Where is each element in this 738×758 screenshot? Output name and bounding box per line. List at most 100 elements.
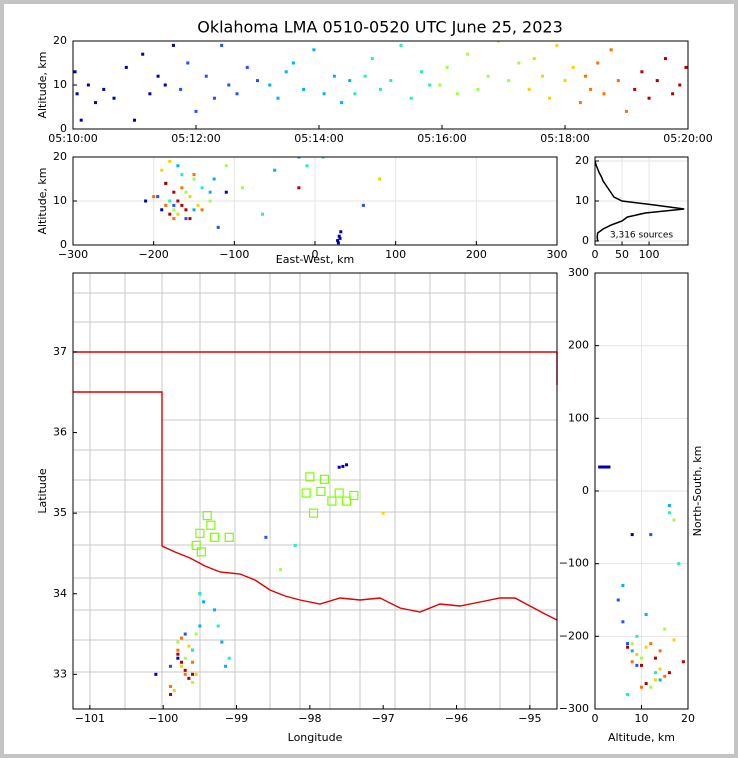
y-tick-label: 20 — [53, 150, 67, 163]
axes-frame — [72, 272, 558, 710]
source-point — [279, 568, 283, 572]
source-point — [496, 41, 500, 43]
source-point — [176, 199, 180, 203]
x-tick-label: 10 — [635, 712, 649, 725]
source-point — [584, 74, 587, 78]
source-point — [337, 234, 341, 238]
y-tick-label: 300 — [568, 266, 589, 279]
source-point — [578, 101, 582, 105]
marks — [73, 41, 688, 122]
x-tick-label: 20 — [681, 712, 695, 725]
x-tick-label: 0 — [312, 248, 319, 261]
source-point — [148, 92, 152, 96]
source-point — [667, 671, 671, 675]
source-point — [633, 87, 637, 91]
source-point — [156, 195, 160, 199]
axes-frame — [594, 272, 689, 710]
source-point — [191, 648, 195, 652]
source-point — [322, 92, 326, 96]
source-point — [176, 652, 180, 656]
source-point — [658, 678, 662, 682]
source-point — [379, 87, 382, 91]
source-point — [332, 74, 336, 78]
y-tick-label: 10 — [575, 194, 589, 207]
source-point — [171, 43, 175, 47]
source-point — [445, 65, 449, 69]
y-tick-label: 100 — [568, 411, 589, 424]
source-point — [183, 656, 187, 660]
source-point — [341, 464, 345, 468]
x-tick-label: −101 — [75, 712, 105, 725]
source-point — [635, 653, 639, 656]
y-tick-label: −300 — [559, 702, 589, 715]
source-point — [208, 190, 212, 194]
altitude-profile — [595, 160, 685, 242]
source-point — [183, 632, 187, 636]
source-point — [653, 678, 657, 682]
source-point — [245, 65, 249, 69]
source-point — [630, 533, 634, 537]
source-point — [172, 208, 176, 212]
station — [319, 474, 330, 484]
source-point — [169, 684, 173, 688]
source-point — [626, 645, 630, 649]
x-tick-label: 0 — [592, 712, 599, 725]
source-point — [102, 87, 106, 91]
source-point — [644, 682, 648, 686]
source-point — [649, 642, 653, 646]
panel: −300 −200 −100 0 100 200 300 0 10 20 East-West, km… — [36, 150, 568, 266]
source-point — [563, 79, 567, 83]
source-point — [678, 83, 682, 87]
source-point — [172, 217, 176, 221]
source-point — [345, 463, 349, 467]
source-point — [264, 535, 268, 539]
station — [308, 508, 319, 518]
source-point — [644, 613, 648, 617]
x-tick-label: 05:10:00 — [48, 132, 97, 145]
source-point — [667, 511, 671, 515]
y-tick-label: 10 — [53, 194, 67, 207]
station — [316, 486, 326, 497]
source-point — [240, 186, 244, 190]
source-point — [86, 83, 90, 87]
x-tick-label: 05:20:00 — [663, 132, 712, 145]
x-tick-label: −98 — [298, 712, 321, 725]
source-point — [180, 664, 184, 668]
source-point — [621, 620, 625, 624]
source-point — [186, 61, 190, 65]
source-point — [169, 692, 173, 696]
panel: 05:10:00 05:12:00 05:14:00 05:16:00 05:18:00… — [36, 34, 713, 145]
source-point — [571, 65, 575, 69]
source-point — [602, 92, 606, 96]
source-point — [607, 465, 611, 469]
source-point — [476, 87, 480, 91]
source-point — [540, 74, 544, 78]
source-point — [363, 74, 367, 78]
source-point — [160, 208, 164, 212]
source-point — [194, 632, 198, 636]
y-tick-label: 36 — [53, 426, 67, 439]
source-point — [180, 173, 184, 177]
x-tick-label: 05:14:00 — [294, 132, 343, 145]
source-point — [428, 83, 432, 87]
source-point — [640, 70, 644, 74]
source-point — [192, 177, 196, 181]
source-point — [655, 79, 659, 83]
y-tick-label: 20 — [53, 34, 67, 47]
y-tick-label: 35 — [53, 506, 67, 519]
source-point — [124, 65, 128, 69]
x-axis-label: Altitude, km — [608, 731, 675, 744]
source-point — [179, 87, 183, 91]
source-point — [200, 208, 204, 212]
x-tick-label: 05:16:00 — [417, 132, 466, 145]
panel: 0 50 100 0 10 20 3,316 sources — [575, 154, 689, 261]
panel: −101 −100 −99 −98 −97 −96 −95 33 34 35 36 37 Longitu… — [36, 272, 558, 744]
source-point — [192, 208, 196, 212]
source-point — [340, 101, 344, 105]
source-point — [621, 583, 625, 587]
annotation: 3,316 sources — [610, 231, 674, 241]
y-axis-label: North-South, km — [691, 446, 704, 537]
source-point — [605, 465, 609, 469]
source-point — [602, 465, 606, 469]
source-point — [176, 640, 180, 644]
